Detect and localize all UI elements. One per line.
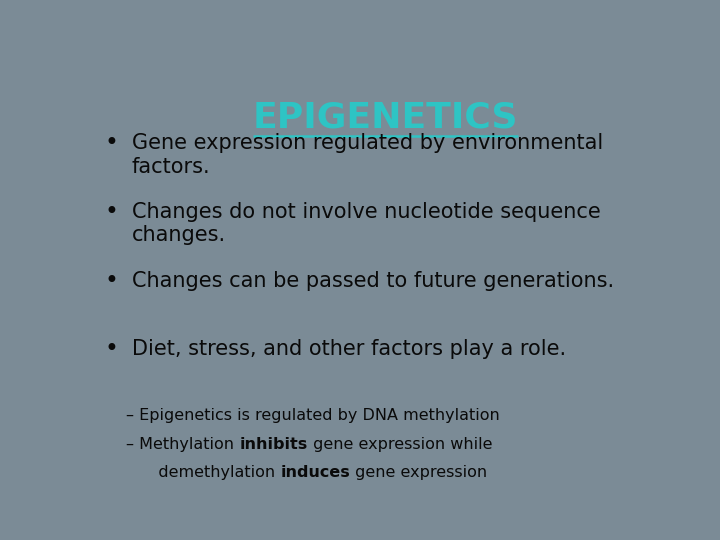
Text: •: • [104,200,118,224]
Text: •: • [104,337,118,361]
Text: inhibits: inhibits [239,437,307,452]
Text: induces: induces [280,465,350,480]
Text: EPIGENETICS: EPIGENETICS [253,100,518,134]
Text: •: • [104,131,118,156]
Text: demethylation: demethylation [143,465,280,480]
Text: gene expression: gene expression [350,465,487,480]
Text: – Methylation: – Methylation [126,437,239,452]
Text: Diet, stress, and other factors play a role.: Diet, stress, and other factors play a r… [132,339,566,359]
Text: gene expression while: gene expression while [307,437,492,452]
Text: •: • [104,268,118,293]
Text: Changes do not involve nucleotide sequence
changes.: Changes do not involve nucleotide sequen… [132,202,600,245]
Text: – Epigenetics is regulated by DNA methylation: – Epigenetics is regulated by DNA methyl… [126,408,500,423]
Text: Gene expression regulated by environmental
factors.: Gene expression regulated by environment… [132,133,603,177]
Text: Changes can be passed to future generations.: Changes can be passed to future generati… [132,271,614,291]
